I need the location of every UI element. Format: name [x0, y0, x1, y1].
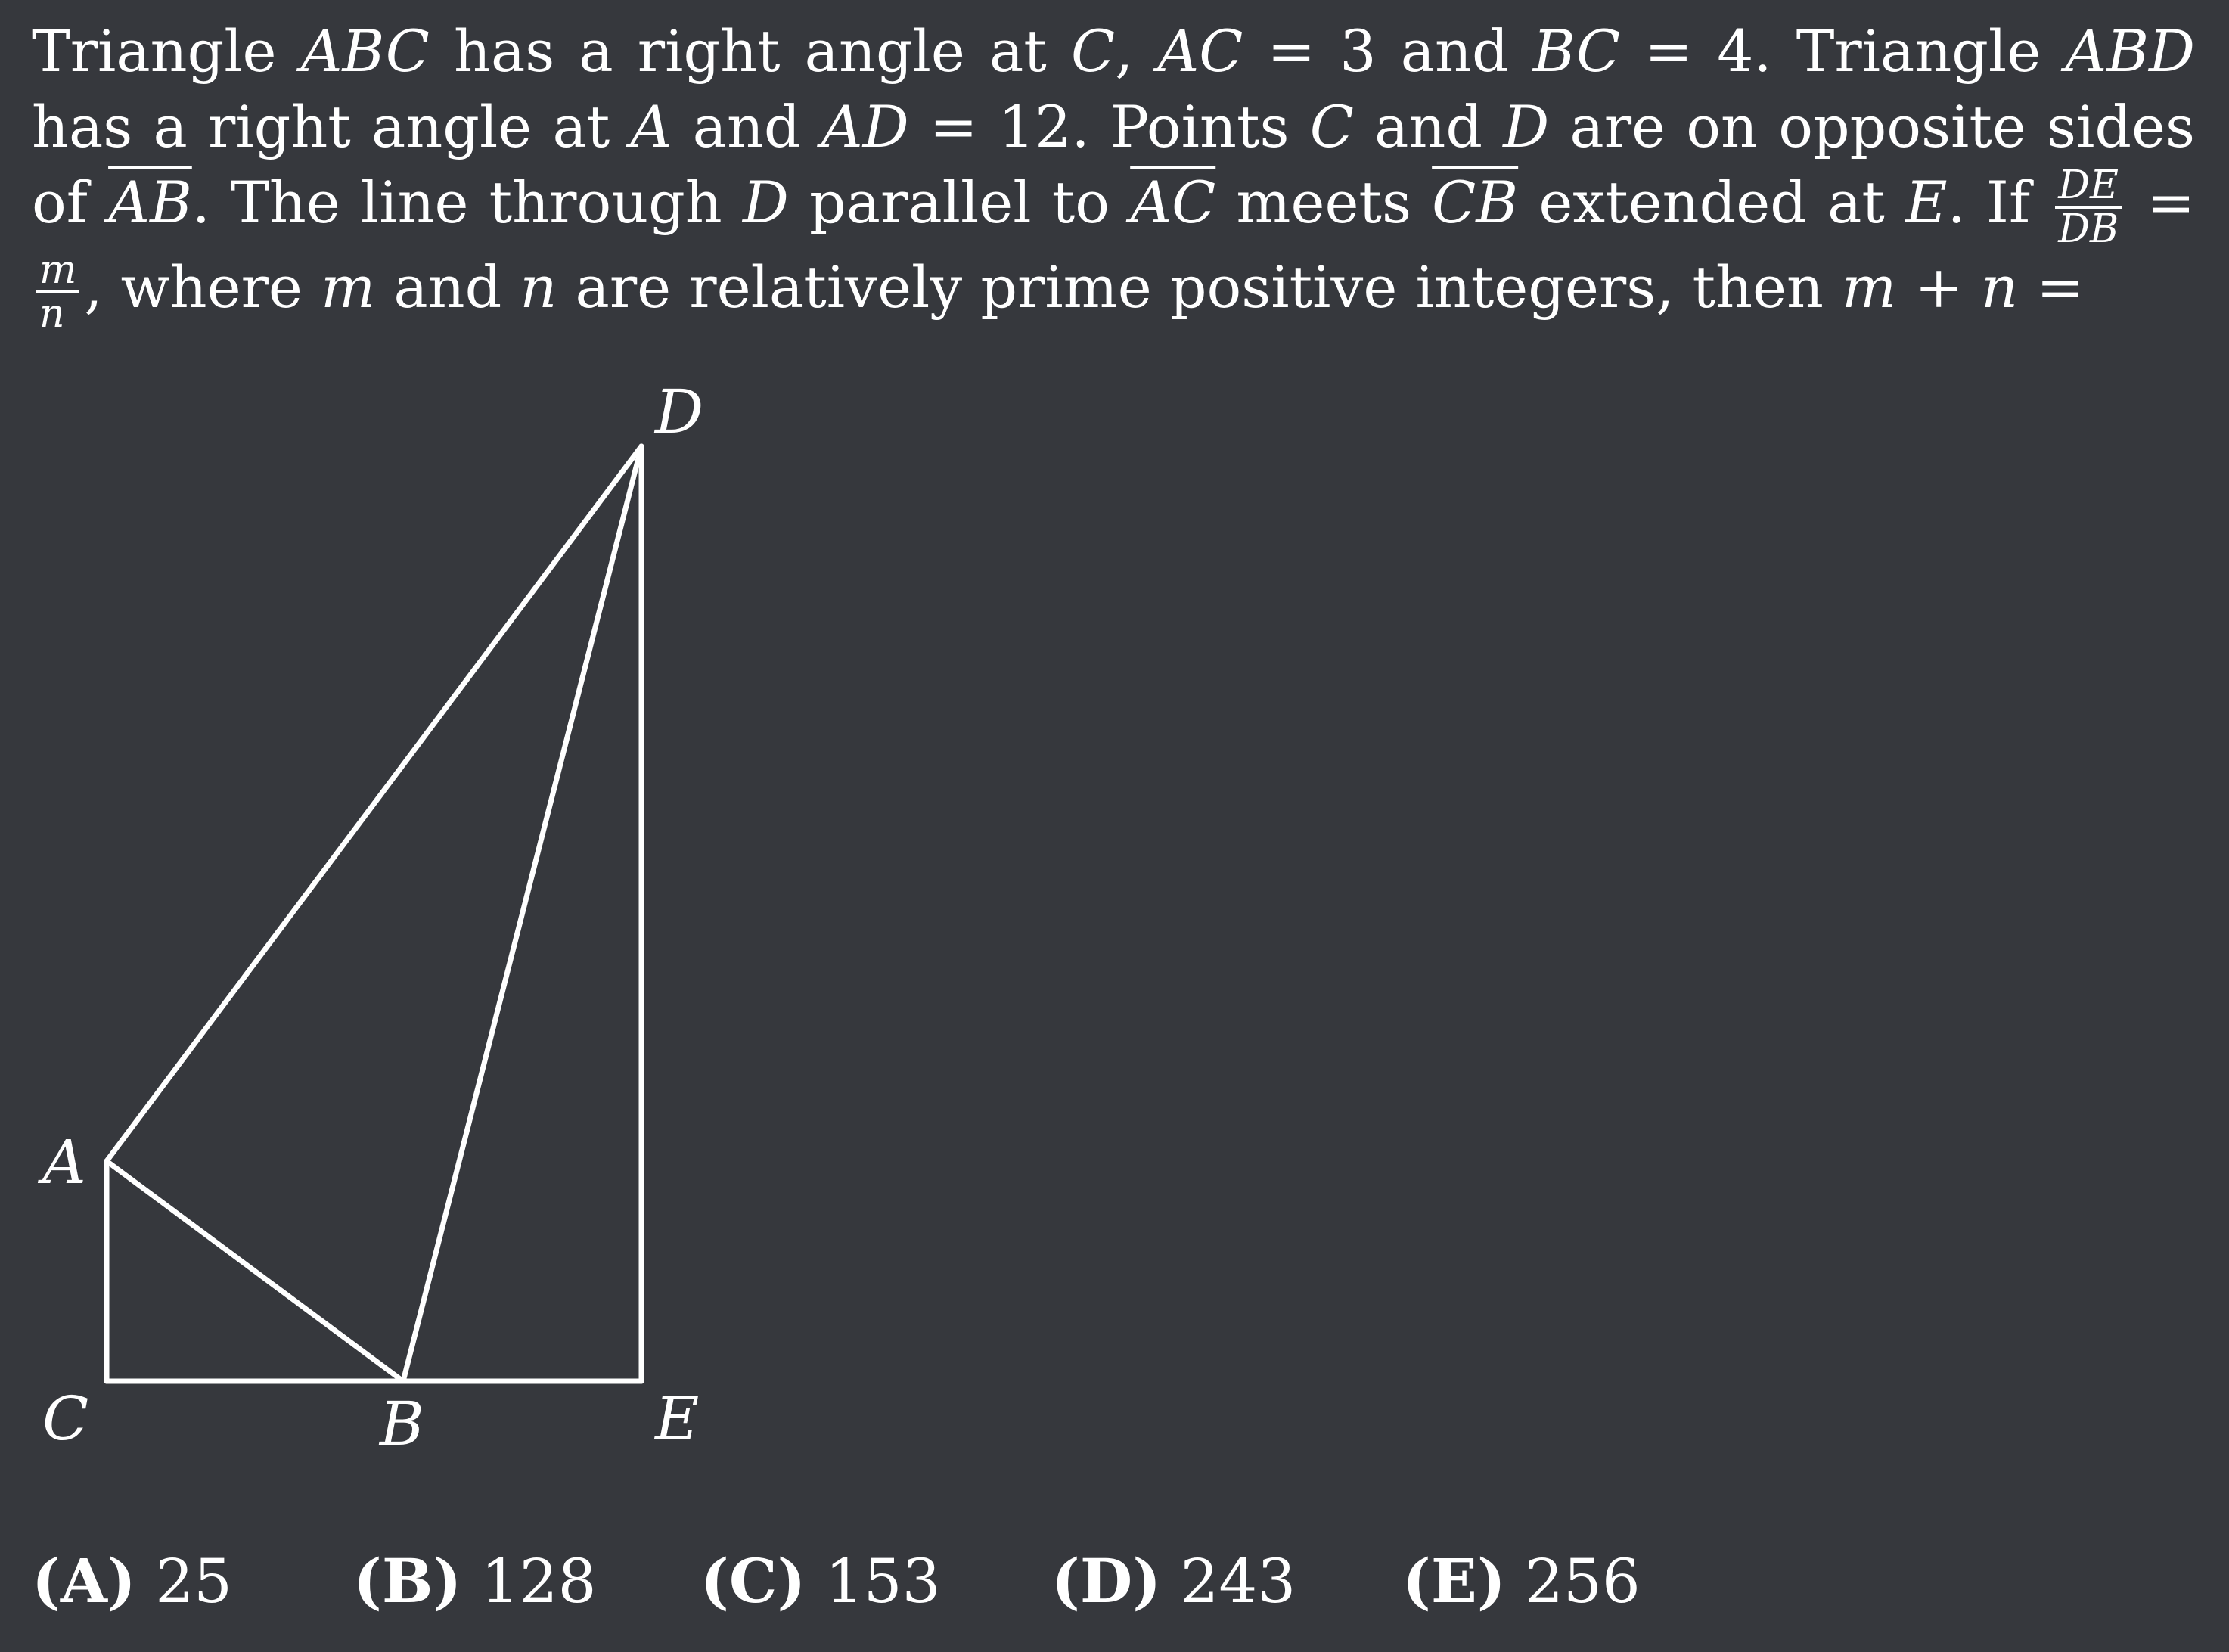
problem-text: ,: [1115, 17, 1158, 85]
choice-letter: (D): [1051, 1545, 1162, 1616]
segment-cb: CB: [1432, 169, 1519, 236]
problem-text: parallel to: [788, 169, 1131, 236]
segment-a-b: [104, 1158, 406, 1384]
math-var: E: [1905, 169, 1948, 236]
choice-letter: (B): [353, 1545, 462, 1616]
math-var: AC: [1157, 17, 1243, 85]
problem-text: and: [1353, 93, 1504, 160]
fraction-denominator: DB: [2058, 206, 2119, 252]
problem-text: Triangle: [32, 17, 301, 85]
problem-text: . If: [1947, 169, 2051, 236]
choice-c[interactable]: (C) 153: [700, 1543, 941, 1619]
problem-text: = 12. Points: [908, 93, 1310, 160]
math-var: D: [1503, 93, 1550, 160]
choice-value: 128: [480, 1546, 597, 1616]
fraction-de-over-db: DE DB: [2055, 165, 2122, 250]
problem-text: and: [375, 253, 520, 321]
math-var: ABD: [2065, 17, 2195, 85]
segment-b-d: [400, 443, 644, 1384]
math-var: D: [742, 169, 789, 236]
choice-value: 256: [1525, 1546, 1641, 1616]
problem-text: =: [2126, 169, 2196, 236]
choice-letter: (C): [700, 1545, 806, 1616]
math-expression: m + n: [1842, 253, 2019, 321]
choice-value: 243: [1180, 1546, 1296, 1616]
problem-text: = 3 and: [1243, 17, 1533, 85]
problem-text: has a right angle at: [32, 93, 631, 160]
problem-text: , where: [84, 253, 321, 321]
choice-letter: (E): [1402, 1545, 1506, 1616]
label-e: E: [653, 1383, 699, 1454]
segment-ab: AB: [108, 169, 192, 236]
math-var: AD: [821, 93, 909, 160]
math-var: A: [630, 93, 672, 160]
choice-letter: (A): [32, 1545, 136, 1616]
problem-statement: Triangle ABC has a right angle at C, AC …: [32, 14, 2195, 334]
math-var: ABC: [300, 17, 430, 85]
label-a: A: [37, 1127, 86, 1197]
problem-text: are relatively prime positive integers, …: [557, 253, 1842, 321]
problem-text: has a right angle at: [429, 17, 1071, 85]
problem-text: extended at: [1518, 169, 1906, 236]
math-var: n: [520, 253, 557, 321]
segment-a-d: [104, 443, 644, 1164]
problem-text: = 4. Triangle: [1620, 17, 2066, 85]
choice-value: 25: [155, 1546, 233, 1616]
segment-ac: AC: [1130, 169, 1216, 236]
choice-d[interactable]: (D) 243: [1051, 1543, 1296, 1619]
label-c: C: [42, 1383, 88, 1454]
math-var: BC: [1532, 17, 1621, 85]
fraction-numerator: DE: [2055, 165, 2122, 209]
math-var: C: [1309, 93, 1354, 160]
problem-text: are on opposite sides of: [32, 93, 2195, 236]
choice-b[interactable]: (B) 128: [353, 1543, 596, 1619]
problem-text: meets: [1215, 169, 1433, 236]
math-var: m: [321, 253, 376, 321]
fraction-denominator: n: [39, 291, 65, 337]
choice-value: 153: [824, 1546, 941, 1616]
choice-a[interactable]: (A) 25: [32, 1543, 232, 1619]
label-d: D: [653, 377, 703, 447]
problem-text: and: [672, 93, 821, 160]
choice-e[interactable]: (E) 256: [1402, 1543, 1641, 1619]
math-var: C: [1070, 17, 1116, 85]
problem-text: . The line through: [191, 169, 743, 236]
problem-text: =: [2018, 253, 2085, 321]
label-b: B: [378, 1389, 424, 1459]
fraction-numerator: m: [36, 250, 80, 293]
